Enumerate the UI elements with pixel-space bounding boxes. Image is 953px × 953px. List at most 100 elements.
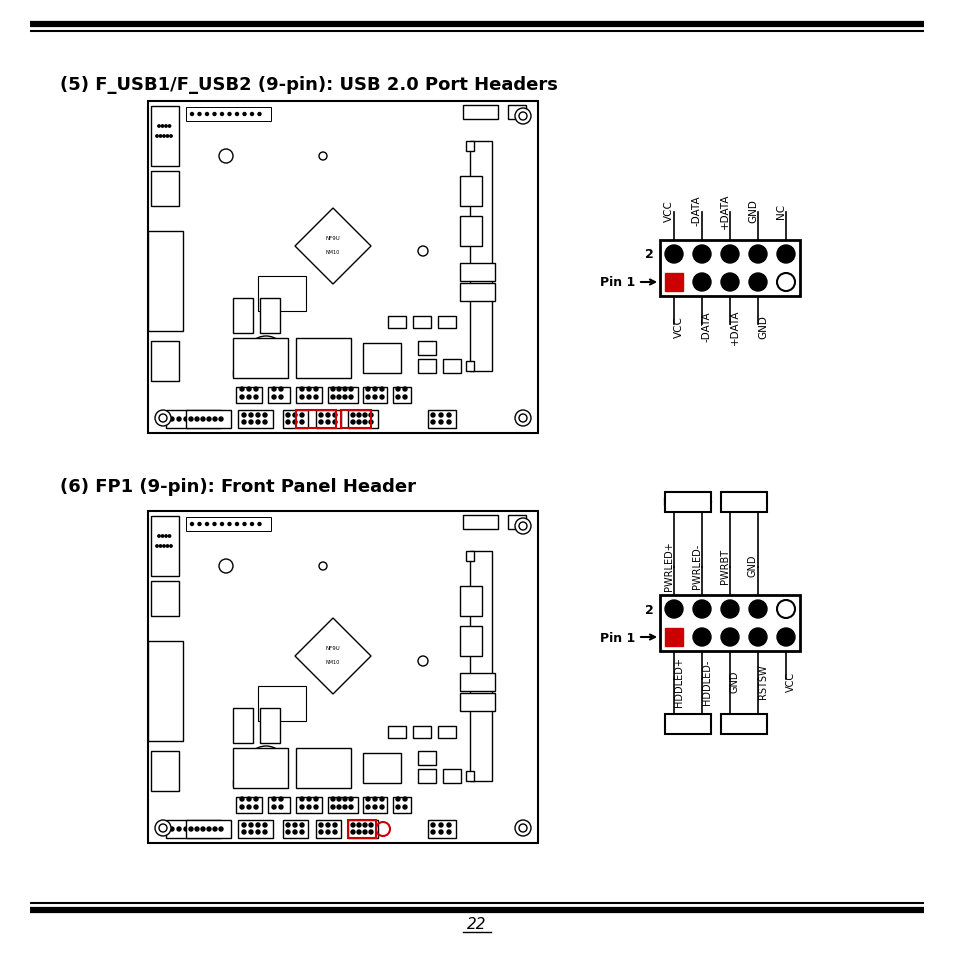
Circle shape — [333, 420, 336, 424]
Circle shape — [165, 126, 167, 128]
Bar — [413, 726, 431, 739]
Circle shape — [299, 388, 304, 392]
Text: PWRLED+: PWRLED+ — [663, 540, 673, 590]
Circle shape — [205, 523, 209, 526]
Bar — [249, 781, 258, 786]
Circle shape — [191, 827, 194, 831]
Bar — [151, 517, 179, 577]
Bar — [166, 411, 221, 429]
Bar — [720, 493, 766, 513]
Circle shape — [170, 827, 173, 831]
Circle shape — [170, 545, 172, 548]
Bar — [659, 241, 800, 296]
Circle shape — [343, 797, 347, 801]
Bar — [363, 753, 400, 783]
Circle shape — [379, 797, 384, 801]
Circle shape — [333, 414, 336, 417]
Bar — [257, 276, 306, 312]
Circle shape — [293, 420, 296, 424]
Circle shape — [343, 805, 347, 809]
Circle shape — [228, 113, 231, 116]
Bar — [348, 821, 377, 838]
Bar — [268, 388, 290, 403]
Circle shape — [159, 135, 161, 138]
Circle shape — [212, 417, 215, 421]
Circle shape — [272, 797, 275, 801]
Circle shape — [198, 113, 201, 116]
Circle shape — [213, 523, 215, 526]
Circle shape — [356, 830, 360, 834]
Circle shape — [213, 417, 216, 421]
Bar — [148, 641, 183, 741]
Circle shape — [251, 113, 253, 116]
Circle shape — [351, 823, 355, 827]
Bar — [664, 274, 682, 292]
Circle shape — [366, 797, 370, 801]
Circle shape — [318, 152, 327, 161]
Circle shape — [166, 135, 169, 138]
Circle shape — [515, 821, 531, 836]
Circle shape — [247, 797, 251, 801]
Circle shape — [395, 797, 399, 801]
Circle shape — [247, 395, 251, 399]
Circle shape — [331, 805, 335, 809]
Circle shape — [212, 827, 215, 831]
Circle shape — [299, 823, 304, 827]
Circle shape — [664, 600, 682, 618]
Bar — [151, 107, 179, 167]
Circle shape — [155, 135, 158, 138]
Circle shape — [307, 388, 311, 392]
Text: HDDLED-: HDDLED- — [701, 659, 711, 704]
Circle shape — [191, 417, 194, 421]
Circle shape — [692, 246, 710, 264]
Circle shape — [314, 395, 317, 399]
Circle shape — [692, 274, 710, 292]
Circle shape — [213, 827, 216, 831]
Text: 2: 2 — [644, 603, 654, 616]
Circle shape — [402, 395, 407, 399]
Circle shape — [166, 545, 169, 548]
Bar — [260, 298, 280, 334]
Circle shape — [366, 395, 370, 399]
Text: +DATA: +DATA — [729, 309, 740, 344]
Bar — [148, 232, 183, 332]
Circle shape — [255, 830, 260, 834]
Circle shape — [205, 827, 209, 831]
Text: 2: 2 — [644, 248, 654, 261]
Text: PWRBT: PWRBT — [720, 548, 729, 583]
Bar — [340, 411, 371, 429]
Circle shape — [246, 746, 286, 786]
Circle shape — [307, 797, 311, 801]
Circle shape — [326, 830, 330, 834]
Circle shape — [220, 523, 223, 526]
Circle shape — [515, 109, 531, 125]
Circle shape — [213, 113, 215, 116]
Bar — [237, 821, 273, 838]
Circle shape — [307, 805, 311, 809]
Circle shape — [253, 395, 257, 399]
Text: GND: GND — [758, 314, 767, 338]
Circle shape — [286, 823, 290, 827]
Circle shape — [336, 797, 340, 801]
Circle shape — [720, 246, 739, 264]
Circle shape — [253, 388, 257, 392]
Text: -DATA: -DATA — [691, 195, 701, 226]
Circle shape — [155, 545, 158, 548]
Circle shape — [720, 274, 739, 292]
Text: 22: 22 — [467, 916, 486, 931]
Circle shape — [379, 388, 384, 392]
Circle shape — [157, 536, 160, 537]
Circle shape — [263, 414, 267, 417]
Circle shape — [395, 395, 399, 399]
Circle shape — [447, 420, 451, 424]
Circle shape — [198, 827, 202, 831]
Circle shape — [363, 823, 367, 827]
Circle shape — [299, 797, 304, 801]
Circle shape — [246, 336, 286, 376]
Bar — [437, 316, 456, 329]
Bar — [151, 341, 179, 381]
Bar — [459, 626, 481, 657]
Bar — [462, 516, 497, 530]
Circle shape — [194, 417, 199, 421]
Circle shape — [299, 830, 304, 834]
